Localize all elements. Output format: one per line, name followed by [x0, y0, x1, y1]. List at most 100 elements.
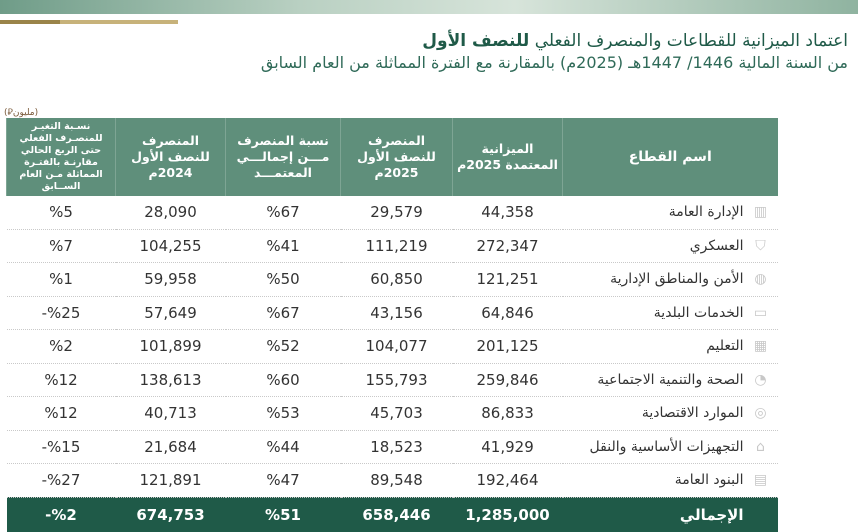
economy-icon: ◎ [754, 405, 767, 422]
budget-cell: 259,846 [452, 363, 563, 397]
sector-cell: ⛉ العسكري [562, 229, 778, 263]
spent-2024-cell: 28,090 [115, 196, 226, 230]
page-title: اعتماد الميزانية للقطاعات والمنصرف الفعل… [48, 30, 848, 52]
ratio-cell: %67 [225, 196, 341, 230]
header-sector: اسم القطاع [562, 118, 778, 196]
sector-label: الصحة والتنمية الاجتماعية [597, 371, 744, 388]
change-cell: %2 [6, 329, 116, 364]
sector-label: التجهيزات الأساسية والنقل [589, 438, 744, 455]
total-ratio: %51 [225, 497, 341, 532]
infrastructure-icon: ⌂ [756, 438, 765, 455]
sector-cell: ◍ الأمن والمناطق الإدارية [562, 262, 778, 297]
sector-cell: ◎ الموارد الاقتصادية [562, 396, 778, 431]
shield-icon: ⛉ [755, 237, 766, 254]
table-row: ⛉ العسكري 272,347 111,219 %41 104,255 %7 [6, 229, 778, 263]
sector-cell: ▤ البنود العامة [562, 463, 778, 498]
table-row: ▭ الخدمات البلدية 64,846 43,156 %67 57,649 %25… [6, 296, 778, 330]
table-row: ▤ البنود العامة 192,464 89,548 %47 121,891 %27… [6, 463, 778, 498]
sector-cell: ⌂ التجهيزات الأساسية والنقل [562, 430, 778, 464]
page-subtitle: من السنة المالية 1446/ 1447هـ (2025م) با… [260, 53, 848, 72]
sector-label: البنود العامة [674, 472, 744, 489]
spent-2024-cell: 121,891 [115, 463, 226, 498]
budget-cell: 44,358 [452, 196, 563, 230]
change-cell: %7 [6, 229, 116, 263]
spent-2024-cell: 104,255 [115, 229, 226, 263]
total-spent-2024: 674,753 [115, 497, 226, 532]
title-bold: للنصف الأول [422, 31, 530, 51]
spent-2025-cell: 155,793 [340, 363, 453, 397]
ratio-cell: %60 [225, 363, 341, 397]
ratio-cell: %41 [225, 229, 341, 263]
budget-cell: 201,125 [452, 329, 563, 364]
header-ratio: نسبة المنصرف مـــن إجمالـــي المعتمـــد [225, 118, 341, 196]
spent-2025-cell: 29,579 [340, 196, 453, 230]
ratio-cell: %44 [225, 430, 341, 464]
total-budget: 1,285,000 [452, 497, 563, 532]
sector-label: الإدارة العامة [668, 204, 744, 221]
ratio-cell: %53 [225, 396, 341, 431]
budget-cell: 192,464 [452, 463, 563, 498]
sector-label: التعليم [706, 338, 744, 355]
unit-label: (مليون⃁) [4, 108, 39, 118]
spent-2024-cell: 138,613 [115, 363, 226, 397]
sector-label: العسكري [689, 237, 744, 254]
total-spent-2025: 658,446 [340, 497, 453, 532]
gold-accent-line-dark [0, 20, 60, 24]
table-row: ◍ الأمن والمناطق الإدارية 121,251 60,850 %50… [6, 262, 778, 297]
spent-2024-cell: 101,899 [115, 329, 226, 364]
ratio-cell: %52 [225, 329, 341, 364]
sector-cell: ◔ الصحة والتنمية الاجتماعية [562, 363, 778, 397]
sector-cell: ▭ الخدمات البلدية [562, 296, 778, 330]
education-icon: ▦ [753, 338, 768, 355]
spent-2025-cell: 111,219 [340, 229, 453, 263]
change-cell: %15- [6, 430, 116, 464]
total-sector: الإجمالي [562, 497, 778, 532]
title-main: اعتماد الميزانية للقطاعات والمنصرف الفعل… [534, 31, 848, 51]
change-cell: %27- [6, 463, 116, 498]
spent-2025-cell: 89,548 [340, 463, 453, 498]
change-cell: %1 [6, 262, 116, 297]
gold-accent-line [0, 20, 178, 24]
table-row: ⌂ التجهيزات الأساسية والنقل 41,929 18,523 %4… [6, 430, 778, 464]
spent-2024-cell: 21,684 [115, 430, 226, 464]
header-budget: الميزانية المعتمدة 2025م [452, 118, 563, 196]
budget-cell: 272,347 [452, 229, 563, 263]
budget-table: اسم القطاع الميزانية المعتمدة 2025م المن… [6, 118, 778, 532]
table-row: ▦ التعليم 201,125 104,077 %52 101,899 %2 [6, 329, 778, 364]
spent-2024-cell: 40,713 [115, 396, 226, 431]
budget-cell: 121,251 [452, 262, 563, 297]
sector-label: الخدمات البلدية [653, 304, 744, 321]
building-icon: ▥ [753, 204, 768, 221]
spent-2025-cell: 45,703 [340, 396, 453, 431]
change-cell: %12 [6, 363, 116, 397]
spent-2025-cell: 43,156 [340, 296, 453, 330]
total-row: الإجمالي 1,285,000 658,446 %51 674,753 %… [6, 497, 778, 532]
spent-2024-cell: 59,958 [115, 262, 226, 297]
table-row: ▥ الإدارة العامة 44,358 29,579 %67 28,090 %5 [6, 196, 778, 230]
header-decorative-band [0, 0, 858, 14]
sector-label: الموارد الاقتصادية [641, 405, 744, 422]
table-row: ◔ الصحة والتنمية الاجتماعية 259,846 155,793… [6, 363, 778, 397]
ratio-cell: %50 [225, 262, 341, 297]
sector-label: الأمن والمناطق الإدارية [610, 271, 744, 288]
header-spent-2025: المنصرف للنصف الأول 2025م [340, 118, 453, 196]
spent-2025-cell: 104,077 [340, 329, 453, 364]
change-cell: %5 [6, 196, 116, 230]
sector-cell: ▦ التعليم [562, 329, 778, 364]
table-row: ◎ الموارد الاقتصادية 86,833 45,703 %53 40,713… [6, 396, 778, 431]
sector-cell: ▥ الإدارة العامة [562, 196, 778, 230]
ratio-cell: %47 [225, 463, 341, 498]
total-change: %2- [6, 497, 116, 532]
change-cell: %12 [6, 396, 116, 431]
globe-icon: ◍ [754, 271, 767, 288]
change-cell: %25- [6, 296, 116, 330]
health-icon: ◔ [754, 371, 767, 388]
budget-cell: 41,929 [452, 430, 563, 464]
document-icon: ▤ [753, 472, 768, 489]
table-header-row: اسم القطاع الميزانية المعتمدة 2025م المن… [6, 118, 778, 196]
spent-2025-cell: 18,523 [340, 430, 453, 464]
budget-cell: 86,833 [452, 396, 563, 431]
ratio-cell: %67 [225, 296, 341, 330]
municipal-icon: ▭ [753, 304, 768, 321]
header-change: نسـبة التغيـر للمنصـرف الفعلي حتى الربع … [6, 118, 116, 196]
